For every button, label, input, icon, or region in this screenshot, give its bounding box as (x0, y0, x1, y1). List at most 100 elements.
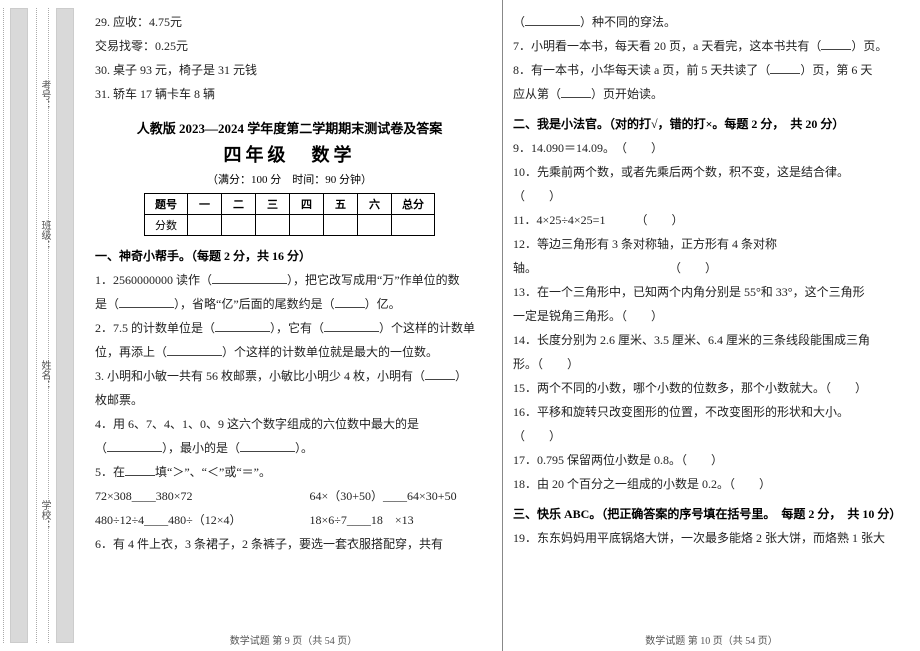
j17: 17．0.795 保留两位小数是 0.8。（ ） (513, 448, 902, 472)
blank (324, 320, 379, 332)
q2a: 2．7.5 的计数单位是（ (95, 321, 215, 335)
answer-line-31: 31. 轿车 17 辆卡车 8 辆 (95, 82, 484, 106)
q2d: 位，再添上（ (95, 345, 167, 359)
q8-line2: 应从第（ ）页开始读。 (513, 82, 902, 106)
score-header-row: 题号 一 二 三 四 五 六 总分 (145, 194, 435, 215)
q2-line1: 2．7.5 的计数单位是（），它有（）个这样的计数单 (95, 316, 484, 340)
blank (167, 344, 222, 356)
q3-line1: 3. 小明和小敏一共有 56 枚邮票，小敏比小明少 4 枚，小明有（） (95, 364, 484, 388)
q6c: ）种不同的穿法。 (580, 15, 676, 29)
q2-line2: 位，再添上（ ）个这样的计数单位就是最大的一位数。 (95, 340, 484, 364)
binding-margin: 考号： 班级： 姓名： 学校： (0, 0, 80, 651)
section-2-head: 二、我是小法官。（对的打√，错的打×。每题 2 分， 共 20 分） (513, 112, 902, 136)
paper-subtitle: 四年级 数学 (95, 141, 484, 167)
score-cell (188, 215, 222, 236)
answer-line-29a: 29. 应收：4.75元 (95, 10, 484, 34)
answer-line-29b: 交易找零：0.25元 (95, 34, 484, 58)
q5-row1: 72×308____380×72 64×（30+50）____64×30+50 (95, 484, 484, 508)
j14a: 14．长度分别为 2.6 厘米、3.5 厘米、6.4 厘米的三条线段能围成三角 (513, 328, 902, 352)
score-cell (222, 215, 256, 236)
blank (770, 62, 800, 74)
q1-line2: 是（ ），省略“亿”后面的尾数约是（ ）亿。 (95, 292, 484, 316)
score-h-3: 三 (256, 194, 290, 215)
blank (821, 38, 851, 50)
q5-line1: 5．在 填“＞”、“＜”或“＝”。 (95, 460, 484, 484)
q3-line2: 枚邮票。 (95, 388, 484, 412)
binding-label-exam-no: 考号： (38, 80, 52, 110)
page-container: 29. 应收：4.75元 交易找零：0.25元 30. 桌子 93 元，椅子是 … (85, 0, 920, 651)
score-cell (256, 215, 290, 236)
blank (561, 86, 591, 98)
q5a: 5．在 (95, 465, 125, 479)
blank (107, 440, 162, 452)
q1b: ），把它改写成用“万”作单位的数 (287, 273, 460, 287)
score-h-5: 五 (324, 194, 358, 215)
q7-line: 7．小明看一本书，每天看 20 页，a 天看完，这本书共有（ ）页。 (513, 34, 902, 58)
score-cell (392, 215, 435, 236)
q7a: 7．小明看一本书，每天看 20 页，a 天看完，这本书共有（ (513, 39, 821, 53)
blank (525, 14, 580, 26)
blank (119, 296, 174, 308)
q4-line2: （），最小的是（）。 (95, 436, 484, 460)
answer-line-30: 30. 桌子 93 元，椅子是 31 元钱 (95, 58, 484, 82)
paper-title: 人教版 2023—2024 学年度第二学期期末测试卷及答案 (95, 118, 484, 137)
q5r1a: 72×308____380×72 (95, 484, 270, 508)
q8d: ）页开始读。 (591, 87, 663, 101)
score-h-0: 题号 (145, 194, 188, 215)
ruler-right (56, 8, 74, 643)
score-h-4: 四 (290, 194, 324, 215)
score-h-1: 一 (188, 194, 222, 215)
blank (212, 272, 287, 284)
title-block: 人教版 2023—2024 学年度第二学期期末测试卷及答案 四年级 数学 （满分… (95, 118, 484, 236)
q2c: ）个这样的计数单 (379, 321, 475, 335)
dotted-line-1 (3, 8, 4, 643)
score-cell (290, 215, 324, 236)
score-h-6: 六 (358, 194, 392, 215)
j15: 15．两个不同的小数，哪个小数的位数多，那个小数就大。（ ） (513, 376, 902, 400)
paper-meta: （满分：100 分 时间：90 分钟） (95, 171, 484, 187)
q4d: ）。 (295, 441, 313, 455)
section-1-head: 一、神奇小帮手。（每题 2 分，共 16 分） (95, 244, 484, 268)
q19: 19．东东妈妈用平底锅烙大饼，一次最多能烙 2 张大饼，而烙熟 1 张大 (513, 526, 902, 550)
binding-label-name: 姓名： (38, 360, 52, 390)
score-h-7: 总分 (392, 194, 435, 215)
score-h-2: 二 (222, 194, 256, 215)
score-cell (358, 215, 392, 236)
q4c: ），最小的是（ (162, 441, 240, 455)
right-footer: 数学试题 第 10 页（共 54 页） (503, 632, 920, 647)
j12b: 轴。 （ ） (513, 256, 902, 280)
blank (240, 440, 295, 452)
q6b: （ (513, 15, 525, 29)
q4-line1: 4．用 6、7、4、1、0、9 这六个数字组成的六位数中最大的是 (95, 412, 484, 436)
ruler-left (10, 8, 28, 643)
q1-line1: 1．2560000000 读作（ ），把它改写成用“万”作单位的数 (95, 268, 484, 292)
q1d: ），省略“亿”后面的尾数约是（ (174, 297, 335, 311)
j13b: 一定是锐角三角形。（ ） (513, 304, 902, 328)
j12a: 12．等边三角形有 3 条对称轴，正方形有 4 条对称 (513, 232, 902, 256)
q8b: ）页，第 6 天 (800, 63, 872, 77)
score-value-row: 分数 (145, 215, 435, 236)
q1c: 是（ (95, 297, 119, 311)
blank (335, 296, 365, 308)
blank (215, 320, 270, 332)
j16a: 16．平移和旋转只改变图形的位置，不改变图形的形状和大小。 (513, 400, 902, 424)
q1e: ）亿。 (365, 297, 401, 311)
q7b: ）页。 (851, 39, 887, 53)
q5r2b: 18×6÷7____18 ×13 (310, 508, 485, 532)
binding-label-school: 学校： (38, 500, 52, 530)
score-row-label: 分数 (145, 215, 188, 236)
left-page: 29. 应收：4.75元 交易找零：0.25元 30. 桌子 93 元，椅子是 … (85, 0, 503, 651)
binding-label-class: 班级： (38, 220, 52, 250)
q8a: 8．有一本书，小华每天读 a 页，前 5 天共读了（ (513, 63, 770, 77)
q3a: 3. 小明和小敏一共有 56 枚邮票，小敏比小明少 4 枚，小明有（ (95, 369, 425, 383)
j18: 18．由 20 个百分之一组成的小数是 0.2。（ ） (513, 472, 902, 496)
q8c: 应从第（ (513, 87, 561, 101)
j11: 11．4×25÷4×25=1 （ ） (513, 208, 902, 232)
score-table: 题号 一 二 三 四 五 六 总分 分数 (144, 193, 435, 236)
q1a: 1．2560000000 读作（ (95, 273, 212, 287)
q5b: 填“＞”、“＜”或“＝”。 (155, 465, 271, 479)
score-cell (324, 215, 358, 236)
j10b: （ ） (513, 184, 902, 208)
q2e: ）个这样的计数单位就是最大的一位数。 (222, 345, 438, 359)
right-page: （ ）种不同的穿法。 7．小明看一本书，每天看 20 页，a 天看完，这本书共有（… (503, 0, 920, 651)
